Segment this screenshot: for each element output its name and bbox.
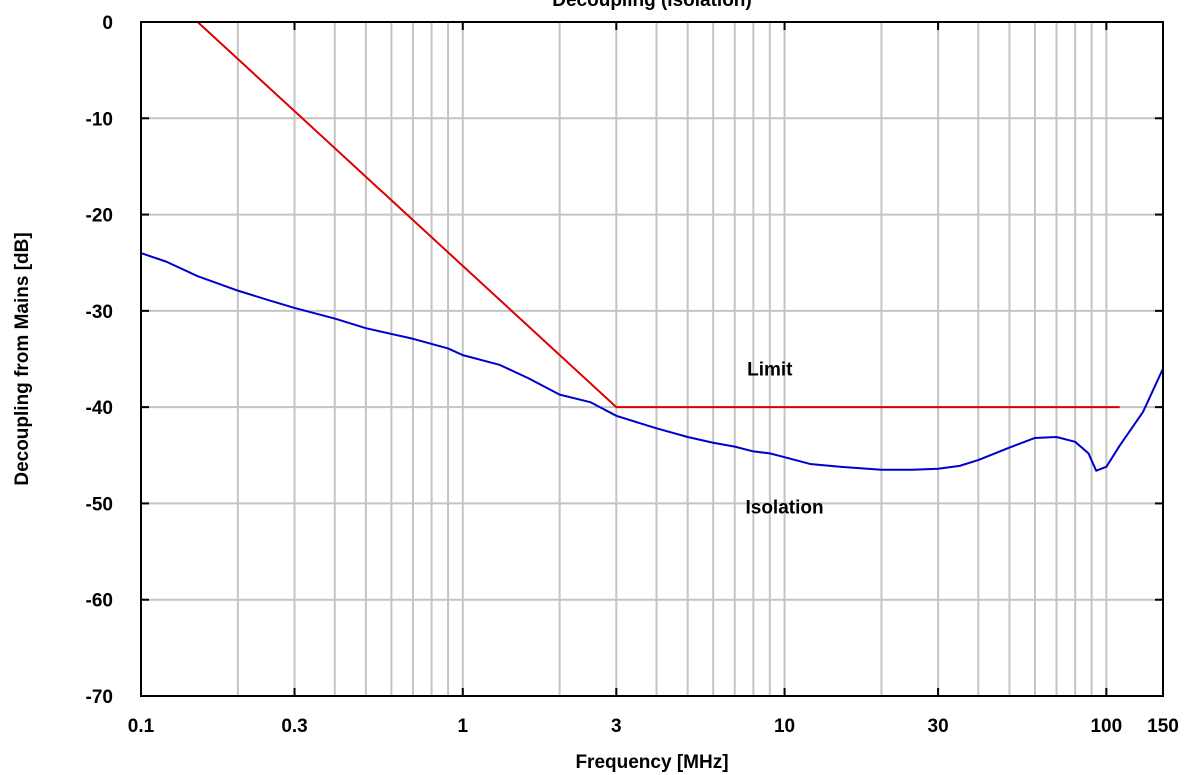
y-axis-label: Decoupling from Mains [dB] bbox=[12, 232, 33, 485]
y-tick-label: -40 bbox=[86, 398, 113, 419]
x-tick-label: 3 bbox=[611, 716, 622, 737]
series-line-limit bbox=[196, 21, 1120, 409]
annotation-isolation: Isolation bbox=[745, 497, 823, 518]
x-tick-label: 10 bbox=[774, 716, 795, 737]
plot-frame bbox=[140, 21, 1164, 697]
chart-title: Decoupling (Isolation) bbox=[552, 0, 752, 11]
y-tick-label: -10 bbox=[86, 109, 113, 130]
y-tick-label: -20 bbox=[86, 206, 113, 227]
x-tick-label: 0.3 bbox=[281, 716, 307, 737]
y-tick-label: -30 bbox=[86, 302, 113, 323]
y-tick-label: -60 bbox=[86, 591, 113, 612]
x-tick-label: 1 bbox=[457, 716, 468, 737]
x-tick-label: 150 bbox=[1147, 716, 1179, 737]
x-tick-label: 100 bbox=[1090, 716, 1122, 737]
series-line-isolation bbox=[140, 252, 1164, 472]
y-tick-label: -70 bbox=[86, 687, 113, 708]
annotation-layer: Limit Isolation bbox=[745, 360, 823, 519]
x-tick-label: 30 bbox=[928, 716, 949, 737]
grid bbox=[140, 21, 1163, 697]
y-tick-label: 0 bbox=[102, 13, 113, 34]
x-tick-label: 0.1 bbox=[128, 716, 155, 737]
y-tick-label: -50 bbox=[86, 494, 113, 515]
x-axis-label: Frequency [MHz] bbox=[575, 752, 728, 773]
series-layer bbox=[140, 21, 1164, 472]
annotation-limit: Limit bbox=[747, 360, 793, 381]
tick-layer: 0.1 0.3 1 3 10 30 100 150 0 -10 -20 -30 -40 -50 -60 -70 bbox=[86, 13, 1179, 737]
